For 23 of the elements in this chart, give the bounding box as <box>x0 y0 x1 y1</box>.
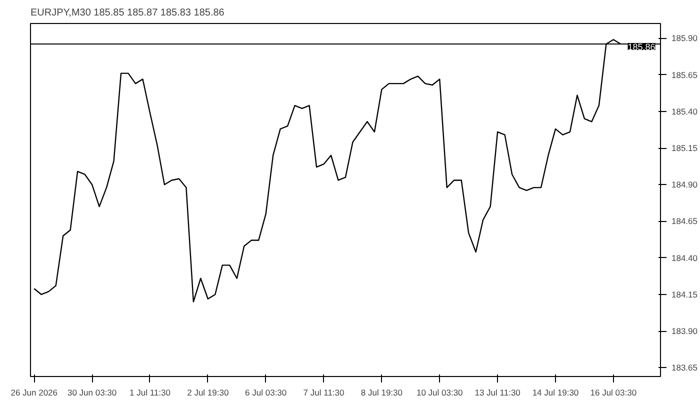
y-tick-label: 183.90 <box>672 326 698 336</box>
y-tick-label: 184.90 <box>672 180 698 190</box>
chart-title: EURJPY,M30 185.85 185.87 185.83 185.86 <box>30 8 225 18</box>
x-tick-label: 30 Jun 03:30 <box>67 388 117 398</box>
x-tick-label: 7 Jul 11:30 <box>303 388 345 398</box>
x-tick-label: 13 Jul 11:30 <box>474 388 521 398</box>
y-tick-label: 184.40 <box>672 252 698 263</box>
x-tick-label: 8 Jul 19:30 <box>360 388 403 398</box>
x-tick-label: 26 Jun 2026 <box>10 388 58 398</box>
x-tick-label: 2 Jul 19:30 <box>187 388 229 398</box>
ref-line-label: 185.86 <box>628 42 656 52</box>
y-tick-label: 183.65 <box>672 362 698 373</box>
y-tick-label: 184.65 <box>672 216 698 226</box>
y-tick-label: 185.90 <box>672 33 698 44</box>
x-tick-label: 1 Jul 11:30 <box>130 388 171 398</box>
x-tick-label: 6 Jul 03:30 <box>245 388 287 398</box>
x-tick-label: 10 Jul 03:30 <box>416 388 464 398</box>
x-tick-label: 16 Jul 03:30 <box>590 388 637 398</box>
x-tick-label: 14 Jul 19:30 <box>532 388 579 398</box>
y-tick-label: 185.65 <box>672 70 698 80</box>
y-tick-label: 184.15 <box>672 289 698 300</box>
y-tick-label: 185.15 <box>672 143 698 153</box>
y-tick-label: 185.40 <box>672 106 698 116</box>
